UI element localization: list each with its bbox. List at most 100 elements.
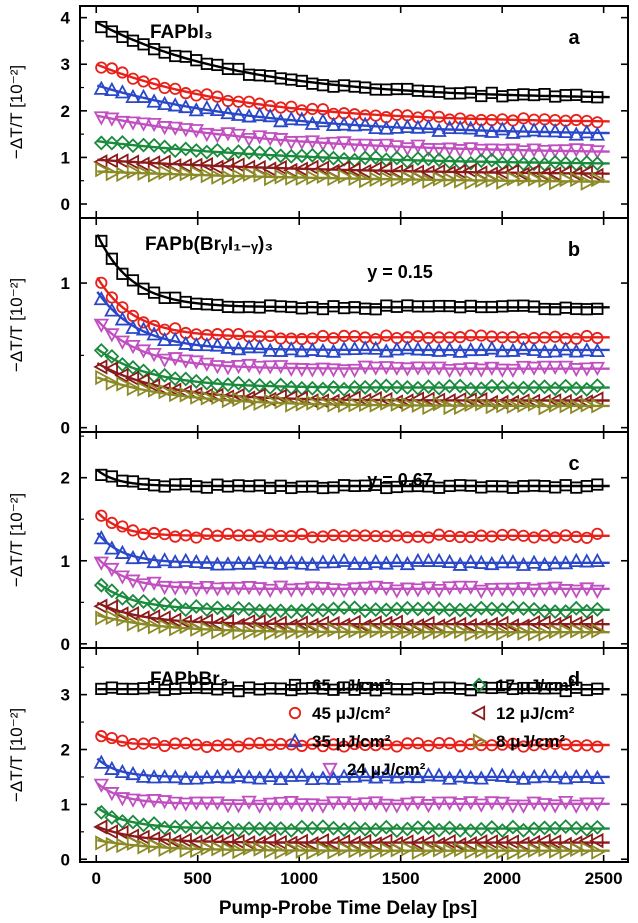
data-marker	[390, 396, 405, 412]
data-marker	[536, 798, 553, 813]
legend-label: 17 μJ/cm²	[496, 676, 575, 695]
data-marker	[378, 378, 394, 394]
data-marker	[559, 623, 574, 639]
data-marker	[411, 170, 427, 187]
legend-item-65: 65 μJ/cm²	[288, 676, 391, 695]
data-marker	[188, 102, 205, 117]
data-marker	[570, 332, 583, 345]
data-marker	[452, 798, 468, 813]
data-marker	[380, 842, 395, 858]
data-marker	[557, 796, 574, 811]
data-marker	[346, 161, 361, 178]
data-marker	[336, 364, 352, 379]
data-marker	[536, 360, 553, 375]
data-marker	[273, 821, 289, 837]
data-marker	[93, 290, 110, 306]
data-marker	[527, 531, 541, 544]
y-tick-label: 1	[61, 552, 70, 571]
data-marker	[388, 614, 403, 630]
data-marker	[462, 162, 477, 179]
data-marker	[262, 161, 277, 177]
data-marker	[410, 796, 426, 811]
data-marker	[422, 173, 437, 189]
fit-line	[96, 782, 610, 805]
data-marker	[146, 553, 162, 569]
fit-line	[96, 234, 610, 309]
data-marker	[464, 626, 479, 642]
data-marker	[251, 339, 268, 354]
data-marker	[505, 799, 521, 814]
data-marker	[241, 358, 257, 374]
data-marker	[462, 796, 479, 811]
data-marker	[147, 167, 163, 183]
data-marker	[241, 821, 257, 837]
data-marker	[390, 740, 403, 753]
data-marker	[589, 797, 606, 812]
data-marker	[441, 581, 458, 596]
panel-frame	[79, 647, 629, 863]
data-marker	[253, 167, 268, 183]
legend-label: 8 μJ/cm²	[496, 732, 565, 751]
data-marker	[347, 820, 363, 836]
data-marker	[135, 117, 152, 132]
data-marker	[432, 842, 448, 858]
data-marker	[464, 844, 479, 860]
data-marker	[579, 553, 595, 568]
data-marker	[209, 159, 224, 175]
data-marker	[135, 321, 152, 336]
data-marker	[167, 352, 183, 367]
data-marker	[505, 582, 521, 597]
series-35	[93, 754, 610, 786]
data-marker	[589, 584, 606, 599]
data-marker	[526, 769, 542, 784]
data-marker	[547, 343, 563, 358]
data-marker	[178, 770, 194, 785]
data-marker	[295, 396, 310, 412]
data-marker	[116, 166, 131, 183]
data-marker	[179, 478, 192, 491]
data-marker	[357, 150, 373, 166]
data-marker	[221, 841, 237, 858]
data-marker	[190, 389, 205, 405]
data-marker	[579, 124, 595, 139]
data-marker	[357, 340, 373, 355]
series-24	[93, 778, 610, 814]
data-marker	[252, 145, 268, 161]
data-marker	[274, 844, 289, 860]
data-marker	[380, 171, 395, 187]
data-marker	[410, 768, 426, 784]
data-marker	[549, 623, 564, 640]
data-marker	[368, 149, 384, 165]
data-marker	[327, 622, 342, 638]
data-marker	[125, 574, 141, 589]
data-marker	[273, 342, 289, 357]
data-marker	[251, 553, 268, 568]
data-marker	[272, 159, 287, 176]
y-tick-label: 0	[61, 419, 70, 438]
legend-marker	[322, 762, 338, 778]
data-marker	[241, 581, 257, 596]
data-marker	[232, 624, 247, 641]
data-marker	[230, 555, 247, 570]
data-marker	[157, 139, 173, 155]
data-marker	[475, 329, 488, 342]
data-marker	[169, 737, 182, 750]
data-marker	[316, 841, 332, 857]
data-marker	[505, 768, 521, 784]
data-marker	[420, 833, 435, 850]
legend-marker	[470, 705, 486, 721]
data-marker	[475, 624, 490, 641]
data-marker	[126, 380, 142, 397]
data-marker	[135, 768, 152, 783]
data-marker	[253, 622, 268, 639]
data-marker	[325, 770, 342, 785]
data-marker	[251, 770, 268, 785]
data-marker	[410, 341, 426, 356]
data-marker	[410, 601, 426, 617]
data-marker	[452, 363, 468, 378]
y-tick-label: 3	[61, 686, 70, 705]
data-marker	[304, 363, 321, 378]
y-tick-label: 1	[61, 148, 70, 167]
data-marker	[401, 82, 414, 96]
data-marker	[116, 267, 129, 280]
